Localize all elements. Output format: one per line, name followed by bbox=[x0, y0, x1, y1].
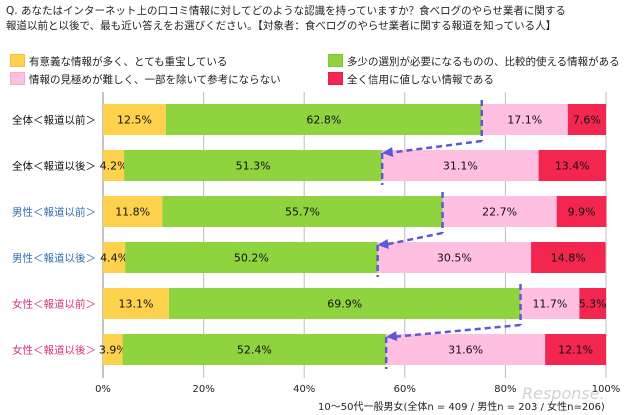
bar-segment bbox=[125, 242, 378, 273]
bar-value-label: 31.1% bbox=[443, 160, 478, 173]
change-arrow-head bbox=[377, 239, 389, 249]
category-label: 男性＜報道以後＞ bbox=[12, 252, 96, 265]
response-watermark-logo: Response. bbox=[522, 384, 605, 403]
x-tick-label: 0% bbox=[95, 384, 111, 395]
bar-value-label: 9.9% bbox=[568, 206, 596, 219]
bar-segment bbox=[567, 104, 606, 135]
question-text: Q. あなたはインターネット上の口コミ情報に対してどのような認識を持っていますか… bbox=[6, 4, 634, 34]
bar-segment bbox=[556, 196, 607, 227]
x-tick-label: 40% bbox=[293, 384, 315, 395]
bar-segment bbox=[103, 150, 125, 181]
category-label: 女性＜報道以前＞ bbox=[12, 298, 96, 311]
bar-segment bbox=[168, 288, 521, 319]
bar-value-label: 30.5% bbox=[437, 252, 472, 265]
bar-segment bbox=[382, 150, 539, 181]
bar-value-label: 7.6% bbox=[573, 114, 601, 127]
bar-segment bbox=[103, 334, 123, 365]
bar-value-label: 3.9% bbox=[99, 344, 127, 357]
bar-segment bbox=[442, 196, 557, 227]
bar-value-label: 55.7% bbox=[285, 206, 320, 219]
change-arrow-diagonal bbox=[383, 231, 443, 247]
bar-segment bbox=[103, 104, 166, 135]
bar-value-label: 5.3% bbox=[579, 298, 607, 311]
bar-value-label: 50.2% bbox=[234, 252, 269, 265]
legend-item-very-useful: 有意義な情報が多く、とても重宝している bbox=[10, 54, 227, 69]
bar-value-label: 51.3% bbox=[236, 160, 271, 173]
category-label: 全体＜報道以後＞ bbox=[12, 160, 96, 173]
change-arrow-diagonal bbox=[392, 323, 521, 339]
chart-legend: 有意義な情報が多く、とても重宝している 多少の選別が必要になるものの、比較的使え… bbox=[6, 50, 634, 90]
x-tick-label: 100% bbox=[592, 384, 621, 395]
legend-label-very-useful: 有意義な情報が多く、とても重宝している bbox=[29, 56, 228, 68]
bar-value-label: 13.1% bbox=[118, 298, 153, 311]
bar-segment bbox=[103, 288, 169, 319]
bar-value-label: 17.1% bbox=[507, 114, 542, 127]
bar-segment bbox=[386, 334, 546, 365]
legend-item-not-trustworthy: 全く信用に値しない情報である bbox=[328, 72, 494, 87]
change-arrow-diagonal bbox=[388, 139, 482, 155]
bar-segment bbox=[124, 150, 383, 181]
category-label: 男性＜報道以前＞ bbox=[12, 206, 96, 219]
x-tick-label: 60% bbox=[394, 384, 416, 395]
bar-value-label: 12.5% bbox=[117, 114, 152, 127]
bar-value-label: 11.8% bbox=[115, 206, 150, 219]
bar-segment bbox=[165, 104, 482, 135]
legend-label-fairly-useful: 多少の選別が必要になるものの、比較的使える情報がある bbox=[347, 56, 620, 68]
bar-value-label: 62.8% bbox=[306, 114, 341, 127]
change-arrow-head bbox=[382, 147, 394, 157]
bar-value-label: 14.8% bbox=[551, 252, 586, 265]
bar-segment bbox=[520, 288, 580, 319]
change-arrow-head bbox=[386, 331, 398, 341]
legend-swatch-not-trustworthy bbox=[328, 72, 343, 85]
sample-footnote: 10～50代一般男女(全体n = 409 / 男性n = 203 / 女性n=2… bbox=[318, 402, 605, 413]
bar-segment bbox=[162, 196, 443, 227]
question-line-1: Q. あなたはインターネット上の口コミ情報に対してどのような認識を持っていますか… bbox=[6, 5, 566, 17]
bar-value-label: 4.4% bbox=[100, 252, 128, 265]
x-tick-label: 20% bbox=[192, 384, 214, 395]
legend-swatch-hard-to-judge bbox=[10, 72, 25, 85]
legend-item-fairly-useful: 多少の選別が必要になるものの、比較的使える情報がある bbox=[328, 54, 620, 69]
bar-value-label: 12.1% bbox=[558, 344, 593, 357]
legend-label-not-trustworthy: 全く信用に値しない情報である bbox=[347, 74, 494, 86]
question-line-2: 報道以前と以後で、最も近い答えをお選びください。【対象者：食べログのやらせ業者に… bbox=[6, 20, 557, 32]
bar-value-label: 52.4% bbox=[237, 344, 272, 357]
bar-value-label: 31.6% bbox=[448, 344, 483, 357]
bar-segment bbox=[377, 242, 532, 273]
bar-segment bbox=[103, 242, 126, 273]
svg-text:Response.: Response. bbox=[522, 384, 605, 403]
bar-segment bbox=[122, 334, 387, 365]
bar-segment bbox=[531, 242, 606, 273]
bar-segment bbox=[579, 288, 606, 319]
legend-label-hard-to-judge: 情報の見極めが難しく、一部を除いて参考にならない bbox=[29, 74, 281, 86]
legend-swatch-very-useful bbox=[10, 54, 25, 67]
bar-value-label: 13.4% bbox=[555, 160, 590, 173]
bar-value-label: 22.7% bbox=[482, 206, 517, 219]
bar-segment bbox=[481, 104, 568, 135]
bar-segment bbox=[545, 334, 606, 365]
bar-value-label: 69.9% bbox=[327, 298, 362, 311]
legend-item-hard-to-judge: 情報の見極めが難しく、一部を除いて参考にならない bbox=[10, 72, 281, 87]
bar-value-label: 11.7% bbox=[532, 298, 567, 311]
x-tick-label: 80% bbox=[494, 384, 516, 395]
category-label: 全体＜報道以前＞ bbox=[12, 114, 96, 127]
category-label: 女性＜報道以後＞ bbox=[12, 344, 96, 357]
legend-swatch-fairly-useful bbox=[328, 54, 343, 67]
bar-segment bbox=[103, 196, 163, 227]
bar-value-label: 4.2% bbox=[100, 160, 128, 173]
bar-segment bbox=[538, 150, 606, 181]
